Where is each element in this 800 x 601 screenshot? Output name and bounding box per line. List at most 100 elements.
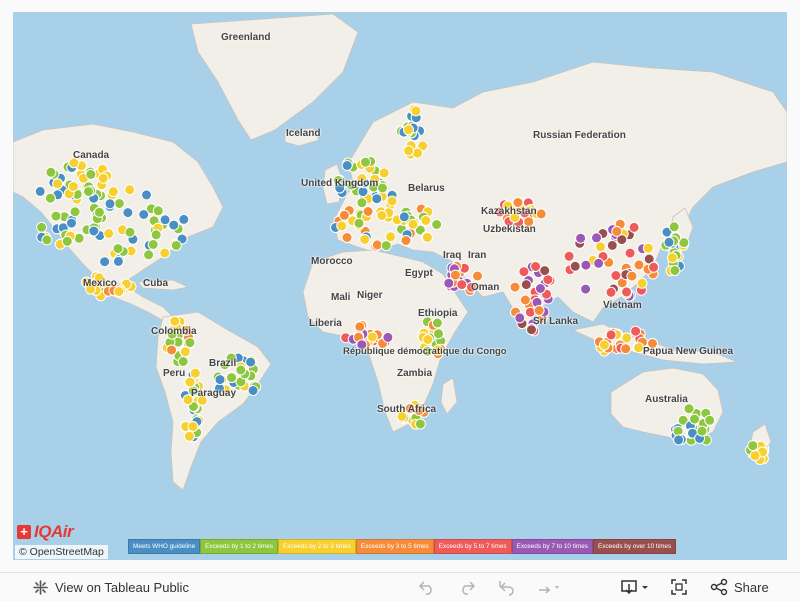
station-dot[interactable]: [512, 197, 524, 208]
station-dot[interactable]: [52, 178, 64, 190]
station-dot[interactable]: [398, 211, 410, 223]
station-dot[interactable]: [182, 394, 194, 406]
station-dot[interactable]: [421, 231, 433, 243]
station-dot[interactable]: [147, 239, 159, 250]
station-dot[interactable]: [414, 418, 426, 430]
station-dot[interactable]: [624, 247, 636, 259]
station-dot[interactable]: [184, 376, 196, 388]
station-dot[interactable]: [356, 173, 368, 185]
station-dot[interactable]: [112, 255, 124, 267]
station-dot[interactable]: [595, 241, 606, 253]
download-button[interactable]: [620, 577, 652, 597]
world-map[interactable]: Greenland Iceland Russian Federation Can…: [13, 12, 787, 560]
station-dot[interactable]: [456, 279, 468, 291]
station-dot[interactable]: [421, 345, 433, 357]
undo-button[interactable]: [418, 577, 436, 597]
station-dot[interactable]: [382, 331, 394, 343]
station-dot[interactable]: [678, 237, 690, 249]
legend-item[interactable]: Exceeds by 3 to 5 times: [355, 539, 434, 554]
station-dot[interactable]: [422, 334, 434, 345]
station-dot[interactable]: [534, 283, 546, 294]
station-dot[interactable]: [85, 168, 97, 180]
legend-item[interactable]: Exceeds by 7 to 10 times: [511, 539, 593, 554]
station-dot[interactable]: [93, 206, 105, 218]
station-dot[interactable]: [359, 234, 371, 245]
station-dot[interactable]: [341, 232, 353, 243]
station-dot[interactable]: [610, 270, 622, 281]
station-dot[interactable]: [432, 344, 444, 356]
station-dot[interactable]: [591, 232, 602, 244]
station-dot[interactable]: [696, 425, 708, 437]
station-dot[interactable]: [396, 411, 408, 422]
station-dot[interactable]: [673, 434, 685, 446]
station-dot[interactable]: [166, 344, 178, 356]
station-dot[interactable]: [247, 385, 259, 396]
station-dot[interactable]: [50, 210, 62, 222]
station-dot[interactable]: [569, 260, 581, 272]
station-dot[interactable]: [648, 261, 660, 273]
revert-button[interactable]: [497, 577, 515, 597]
station-dot[interactable]: [226, 372, 238, 384]
station-dot[interactable]: [189, 367, 201, 379]
station-dot[interactable]: [472, 270, 483, 282]
redo-button[interactable]: [458, 577, 476, 597]
station-dot[interactable]: [356, 197, 368, 209]
station-dot[interactable]: [377, 182, 388, 194]
legend-item[interactable]: Meets WHO guideline: [128, 539, 201, 554]
station-dot[interactable]: [143, 249, 155, 261]
station-dot[interactable]: [633, 342, 645, 354]
station-dot[interactable]: [41, 234, 53, 246]
station-dot[interactable]: [666, 252, 678, 264]
station-dot[interactable]: [403, 145, 415, 157]
station-dot[interactable]: [502, 200, 514, 212]
station-dot[interactable]: [44, 192, 56, 204]
station-dot[interactable]: [36, 221, 48, 233]
station-dot[interactable]: [83, 186, 94, 197]
station-dot[interactable]: [519, 294, 531, 306]
station-dot[interactable]: [414, 224, 426, 236]
station-dot[interactable]: [605, 329, 617, 341]
station-dot[interactable]: [575, 232, 587, 244]
station-dot[interactable]: [616, 234, 628, 246]
refresh-button[interactable]: [535, 577, 563, 597]
station-dot[interactable]: [356, 339, 368, 351]
station-dot[interactable]: [407, 218, 419, 230]
station-dot[interactable]: [443, 277, 455, 289]
station-dot[interactable]: [533, 305, 545, 316]
share-button[interactable]: Share: [710, 577, 769, 597]
station-dot[interactable]: [630, 325, 642, 337]
station-dot[interactable]: [385, 231, 397, 243]
station-dot[interactable]: [514, 312, 526, 324]
station-dot[interactable]: [621, 286, 632, 298]
station-dot[interactable]: [341, 160, 353, 171]
station-dot[interactable]: [580, 259, 592, 271]
station-dot[interactable]: [526, 324, 537, 336]
station-dot[interactable]: [431, 317, 443, 329]
station-dot[interactable]: [598, 339, 610, 351]
station-dot[interactable]: [113, 286, 125, 297]
station-dot[interactable]: [138, 209, 150, 220]
station-dot[interactable]: [141, 189, 152, 201]
station-dot[interactable]: [420, 215, 432, 226]
station-dot[interactable]: [336, 220, 348, 232]
station-dot[interactable]: [380, 240, 392, 252]
station-dot[interactable]: [431, 219, 443, 230]
legend-item[interactable]: Exceeds by 2 to 3 times: [278, 539, 356, 554]
station-dot[interactable]: [334, 182, 346, 194]
station-dot[interactable]: [366, 331, 378, 343]
station-dot[interactable]: [410, 105, 422, 117]
station-dot[interactable]: [628, 221, 640, 233]
station-dot[interactable]: [245, 356, 257, 368]
station-dot[interactable]: [378, 167, 390, 179]
station-dot[interactable]: [196, 394, 208, 406]
station-dot[interactable]: [633, 259, 645, 271]
station-dot[interactable]: [177, 356, 189, 367]
station-dot[interactable]: [170, 240, 182, 251]
station-dot[interactable]: [669, 265, 681, 276]
station-dot[interactable]: [747, 440, 759, 452]
station-dot[interactable]: [689, 413, 700, 425]
station-dot[interactable]: [159, 247, 171, 259]
legend-item[interactable]: Exceeds by 5 to 7 times: [433, 539, 512, 554]
station-dot[interactable]: [67, 181, 79, 192]
station-dot[interactable]: [61, 235, 73, 247]
